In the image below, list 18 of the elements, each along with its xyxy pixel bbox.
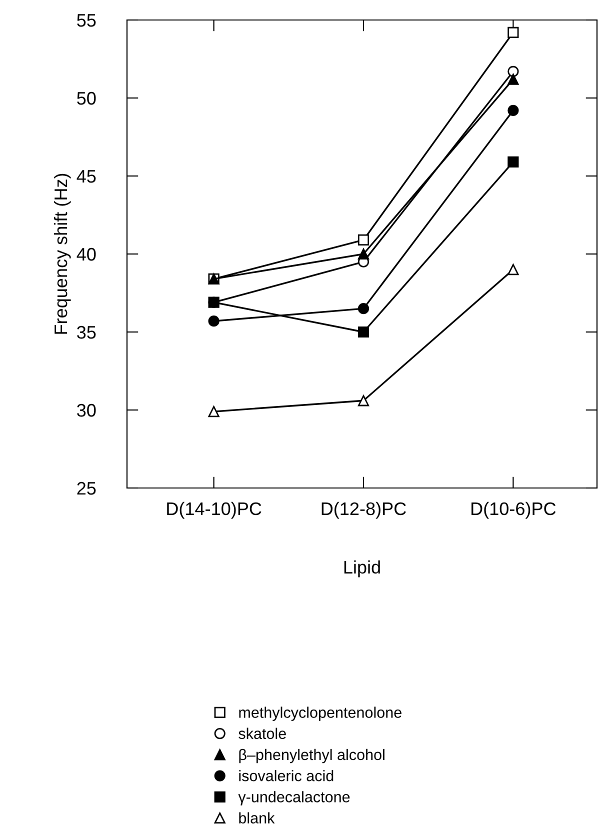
legend-label: γ-undecalactone [238,791,350,806]
y-tick-label: 55 [77,14,96,27]
y-axis-title: Frequency shift (Hz) [54,174,71,334]
y-tick-label: 40 [76,248,96,261]
legend-label: skatole [238,728,286,740]
y-tick-label: 30 [77,404,96,417]
x-tick-label: D(10-6)PC [472,502,556,519]
x-axis-title: Lipid [344,560,380,578]
y-tick-label: 50 [77,92,96,105]
legend-label: blank [239,812,275,824]
legend-label: methylcyclopentenolone [239,706,402,721]
legend-label: β–phenylethyl alcohol [239,748,384,764]
x-tick-label: D(14-10)PC [167,502,262,519]
y-tick-label: 25 [77,482,96,495]
y-tick-label: 35 [77,326,96,339]
x-tick-label: D(12-8)PC [322,502,406,519]
legend-label: isovaleric acid [239,770,334,782]
y-tick-label: 45 [76,170,96,183]
